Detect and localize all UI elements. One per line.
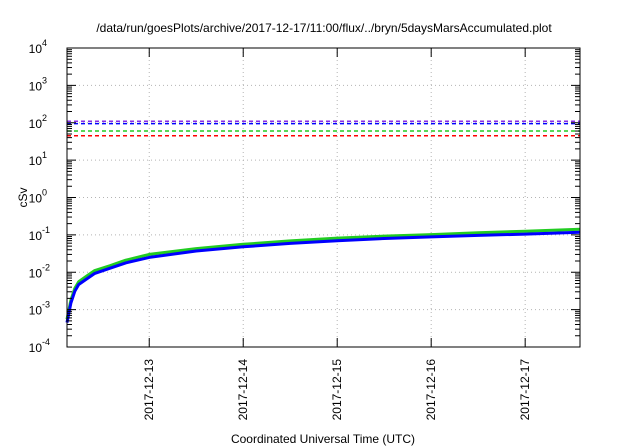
y-tick-exponent: 0 — [42, 188, 47, 198]
chart-title: /data/run/goesPlots/archive/2017-12-17/1… — [96, 21, 552, 35]
y-tick-exponent: 2 — [42, 113, 47, 123]
x-tick-label: 2017-12-16 — [424, 359, 438, 421]
x-tick-label: 2017-12-14 — [236, 359, 250, 421]
y-tick-label: 10 — [29, 154, 43, 168]
x-axis-ticks: 2017-12-13 2017-12-14 2017-12-15 2017-12-16… — [142, 48, 532, 420]
y-tick-exponent: 4 — [42, 38, 47, 48]
y-tick-exponent: 1 — [42, 150, 47, 160]
y-tick-label: 10 — [29, 341, 43, 355]
x-axis-label: Coordinated Universal Time (UTC) — [231, 432, 415, 446]
y-tick-label: 10 — [29, 42, 43, 56]
y-tick-exponent: -1 — [42, 225, 50, 235]
series-line — [65, 227, 581, 320]
x-tick-label: 2017-12-15 — [330, 359, 344, 421]
grid-lines — [67, 48, 580, 347]
y-tick-exponent: -2 — [42, 262, 50, 272]
y-tick-label: 10 — [29, 229, 43, 243]
y-tick-label: 10 — [29, 79, 43, 93]
data-series — [65, 227, 581, 323]
y-axis-label: cSv — [16, 187, 30, 207]
x-tick-label: 2017-12-17 — [518, 359, 532, 421]
y-tick-exponent: -4 — [42, 337, 50, 347]
y-tick-exponent: -3 — [42, 300, 50, 310]
y-tick-label: 10 — [29, 304, 43, 318]
x-tick-label: 2017-12-13 — [142, 359, 156, 421]
y-tick-label: 10 — [29, 192, 43, 206]
series-line — [65, 230, 581, 323]
y-tick-exponent: 3 — [42, 75, 47, 85]
y-tick-label: 10 — [29, 117, 43, 131]
reference-lines — [67, 120, 580, 137]
y-tick-label: 10 — [29, 266, 43, 280]
